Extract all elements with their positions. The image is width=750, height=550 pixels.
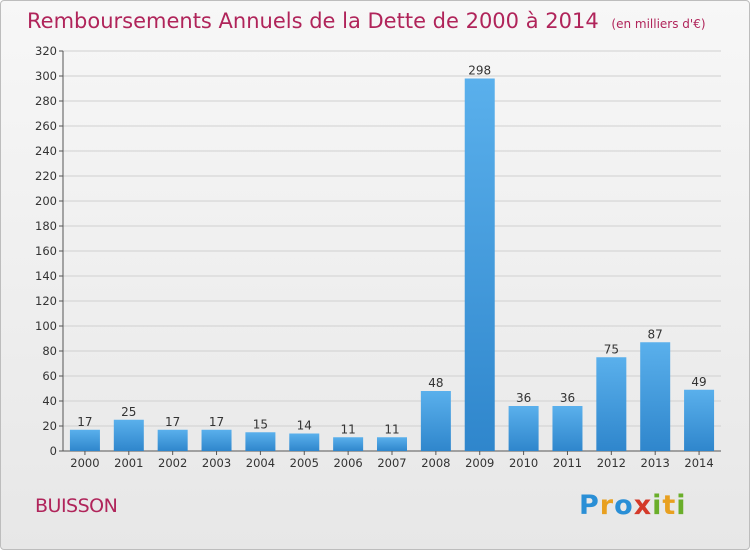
bar (464, 78, 495, 451)
y-tick-label: 280 (35, 94, 57, 108)
x-tick-label: 2000 (70, 456, 99, 470)
x-tick-label: 2007 (377, 456, 406, 470)
bar (640, 342, 671, 451)
y-tick-label: 140 (35, 269, 57, 283)
x-tick-label: 2001 (114, 456, 143, 470)
logo-letter: o (614, 490, 634, 521)
data-label: 298 (468, 64, 491, 78)
data-label: 17 (209, 415, 224, 429)
axes: 0 20 40 60 80 100 120 140 160 180 200 220 240 260 280 3… (35, 44, 721, 470)
data-label: 15 (253, 417, 268, 431)
y-tick-label: 80 (42, 344, 57, 358)
bar (684, 389, 715, 451)
data-label: 75 (604, 342, 619, 356)
data-label: 36 (560, 391, 575, 405)
data-label: 25 (121, 405, 136, 419)
chart-title-text: Remboursements Annuels de la Dette de 20… (27, 9, 599, 33)
x-tick-label: 2003 (202, 456, 231, 470)
data-label: 11 (340, 422, 355, 436)
bar (377, 437, 407, 451)
x-tick-label: 2014 (684, 456, 713, 470)
bar (289, 433, 320, 451)
data-label: 11 (384, 422, 399, 436)
y-tick-label: 160 (35, 244, 57, 258)
y-tick-label: 260 (35, 119, 57, 133)
y-tick-label: 120 (35, 294, 57, 308)
y-tick-label: 320 (35, 44, 57, 58)
x-tick-label: 2005 (290, 456, 319, 470)
x-tick-label: 2002 (158, 456, 187, 470)
x-tick-label: 2004 (246, 456, 275, 470)
logo-letter: P (579, 490, 600, 521)
y-tick-label: 20 (42, 419, 57, 433)
data-label: 87 (648, 327, 663, 341)
y-tick-label: 0 (50, 444, 57, 458)
data-label: 14 (297, 419, 312, 433)
bars (69, 78, 715, 451)
data-label: 17 (165, 415, 180, 429)
logo-letter: t (662, 490, 677, 521)
bar (596, 357, 627, 451)
x-tick-label: 2012 (597, 456, 626, 470)
logo-letter: i (676, 490, 687, 521)
x-tick-label: 2013 (641, 456, 670, 470)
data-label: 49 (691, 375, 706, 389)
y-tick-label: 40 (42, 394, 57, 408)
x-tick-label: 2008 (421, 456, 450, 470)
data-label: 17 (77, 415, 92, 429)
bar (113, 419, 144, 451)
data-labels: 17 25 17 17 15 14 11 11 48 298 36 36 75 87 49 (77, 64, 706, 437)
bar (201, 429, 232, 451)
data-label: 36 (516, 391, 531, 405)
bar (333, 437, 364, 451)
chart-subtitle: (en milliers d'€) (611, 17, 706, 31)
bar (157, 429, 188, 451)
x-tick-label: 2010 (509, 456, 538, 470)
bar (420, 391, 451, 451)
x-tick-label: 2006 (333, 456, 362, 470)
y-tick-label: 100 (35, 319, 57, 333)
bar (69, 429, 100, 451)
logo-letter: x (633, 490, 653, 521)
y-tick-label: 180 (35, 219, 57, 233)
x-tick-label: 2011 (553, 456, 582, 470)
y-tick-label: 300 (35, 69, 57, 83)
chart-title: Remboursements Annuels de la Dette de 20… (27, 9, 706, 33)
bar (552, 406, 583, 451)
place-name: BUISSON (35, 495, 118, 517)
x-tick-label: 2009 (465, 456, 494, 470)
y-tick-label: 200 (35, 194, 57, 208)
bar (508, 406, 539, 451)
data-label: 48 (428, 376, 443, 390)
y-tick-label: 240 (35, 144, 57, 158)
bar (245, 432, 276, 451)
logo-letter: r (599, 490, 615, 521)
proxiti-logo: Proxiti (579, 490, 687, 521)
y-tick-label: 60 (42, 369, 57, 383)
y-tick-label: 220 (35, 169, 57, 183)
logo-letter: i (652, 490, 663, 521)
